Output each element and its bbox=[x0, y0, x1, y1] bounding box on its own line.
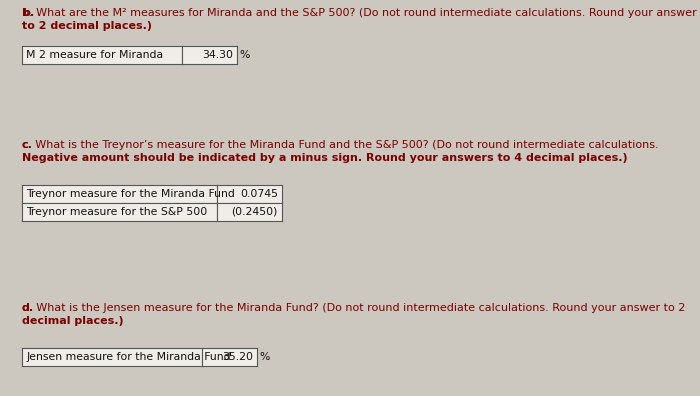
Text: c.: c. bbox=[22, 140, 33, 150]
Text: Treynor measure for the Miranda Fund: Treynor measure for the Miranda Fund bbox=[26, 189, 235, 199]
Text: d. What is the Jensen measure for the Miranda Fund? (Do not round intermediate c: d. What is the Jensen measure for the Mi… bbox=[22, 303, 685, 313]
Text: %: % bbox=[259, 352, 270, 362]
Text: b. What are the M² measures for Miranda and the S&P 500? (Do not round intermedi: b. What are the M² measures for Miranda … bbox=[22, 8, 696, 18]
Text: 35.20: 35.20 bbox=[222, 352, 253, 362]
Text: Negative amount should be indicated by a minus sign. Round your answers to 4 dec: Negative amount should be indicated by a… bbox=[22, 153, 628, 163]
Text: M 2 measure for Miranda: M 2 measure for Miranda bbox=[26, 50, 163, 60]
Text: Jensen measure for the Miranda Fund: Jensen measure for the Miranda Fund bbox=[26, 352, 230, 362]
Text: 34.30: 34.30 bbox=[202, 50, 233, 60]
Text: c. What is the Treynor’s measure for the Miranda Fund and the S&P 500? (Do not r: c. What is the Treynor’s measure for the… bbox=[22, 140, 659, 150]
Text: decimal places.): decimal places.) bbox=[22, 316, 124, 326]
Text: 0.0745: 0.0745 bbox=[240, 189, 278, 199]
Text: %: % bbox=[239, 50, 249, 60]
Text: b.: b. bbox=[22, 8, 34, 18]
Text: Treynor measure for the S&P 500: Treynor measure for the S&P 500 bbox=[26, 207, 207, 217]
Text: d.: d. bbox=[22, 303, 34, 313]
Text: (0.2450): (0.2450) bbox=[232, 207, 278, 217]
Text: to 2 decimal places.): to 2 decimal places.) bbox=[22, 21, 152, 31]
